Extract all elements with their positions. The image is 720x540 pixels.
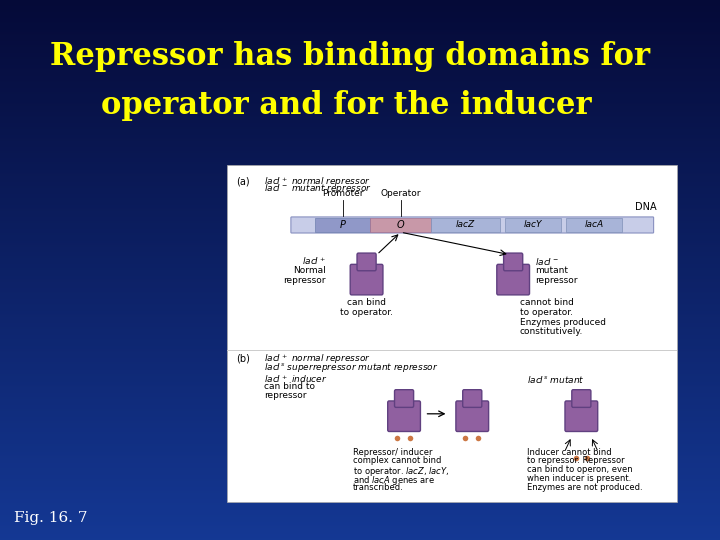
Text: $lacI^-$: $lacI^-$	[535, 255, 559, 267]
FancyBboxPatch shape	[291, 217, 654, 233]
Text: Normal: Normal	[293, 266, 325, 275]
FancyBboxPatch shape	[387, 401, 420, 431]
Text: can bind to operon, even: can bind to operon, even	[527, 465, 632, 474]
Text: constitutively.: constitutively.	[520, 327, 583, 336]
Bar	[567, 218, 622, 232]
Text: when inducer is present.: when inducer is present.	[527, 474, 631, 483]
Text: P: P	[340, 220, 346, 230]
Text: $lacI^s$ superrepressor mutant repressor: $lacI^s$ superrepressor mutant repressor	[264, 361, 438, 374]
Text: Repressor/ inducer: Repressor/ inducer	[353, 448, 433, 456]
Text: transcribed.: transcribed.	[353, 483, 404, 492]
Text: $lacI^+$ normal repressor: $lacI^+$ normal repressor	[264, 352, 372, 366]
Text: to operator. $lacZ$, $lacY$,: to operator. $lacZ$, $lacY$,	[353, 465, 449, 478]
Text: can bind to: can bind to	[264, 382, 315, 392]
Text: can bind: can bind	[347, 299, 386, 307]
Text: Inducer cannot bind: Inducer cannot bind	[527, 448, 611, 456]
FancyBboxPatch shape	[395, 390, 413, 407]
Text: lacY: lacY	[523, 220, 542, 230]
FancyBboxPatch shape	[572, 390, 591, 407]
Text: lacA: lacA	[585, 220, 604, 230]
Text: DNA: DNA	[634, 202, 656, 212]
Text: complex cannot bind: complex cannot bind	[353, 456, 441, 465]
FancyBboxPatch shape	[497, 265, 529, 295]
Text: O: O	[397, 220, 405, 230]
Text: repressor: repressor	[535, 276, 577, 285]
Text: $lacI^+$ normal repressor: $lacI^+$ normal repressor	[264, 175, 372, 189]
Text: $lacI^s$ mutant: $lacI^s$ mutant	[527, 374, 585, 384]
FancyBboxPatch shape	[357, 253, 376, 271]
Text: mutant: mutant	[535, 266, 568, 275]
FancyBboxPatch shape	[565, 401, 598, 431]
Text: Repressor has binding domains for: Repressor has binding domains for	[50, 41, 651, 72]
Bar	[505, 218, 561, 232]
Text: repressor: repressor	[264, 392, 307, 400]
Bar	[370, 218, 431, 232]
Text: Operator: Operator	[380, 190, 421, 198]
Text: $lacI^+$: $lacI^+$	[302, 255, 325, 267]
Text: to operator.: to operator.	[340, 308, 393, 317]
Text: to operator.: to operator.	[520, 308, 573, 317]
FancyBboxPatch shape	[456, 401, 489, 431]
Text: (a): (a)	[236, 177, 250, 187]
Text: operator and for the inducer: operator and for the inducer	[101, 90, 591, 121]
Text: lacZ: lacZ	[456, 220, 475, 230]
Text: $lacI^-$ mutant repressor: $lacI^-$ mutant repressor	[264, 183, 372, 195]
Text: cannot bind: cannot bind	[520, 299, 574, 307]
Text: $lacI^+$ inducer: $lacI^+$ inducer	[264, 374, 328, 386]
Bar	[227, 165, 677, 502]
FancyBboxPatch shape	[503, 253, 523, 271]
Bar	[431, 218, 500, 232]
Bar	[315, 218, 370, 232]
Text: Enzymes are not produced.: Enzymes are not produced.	[527, 483, 642, 492]
Text: Enzymes produced: Enzymes produced	[520, 318, 606, 327]
Text: and $lacA$ genes are: and $lacA$ genes are	[353, 474, 435, 487]
Text: Fig. 16. 7: Fig. 16. 7	[14, 511, 88, 525]
FancyBboxPatch shape	[350, 265, 383, 295]
Text: Promoter: Promoter	[322, 190, 364, 198]
Text: to repressor. Repressor: to repressor. Repressor	[527, 456, 624, 465]
FancyBboxPatch shape	[463, 390, 482, 407]
Text: repressor: repressor	[283, 276, 325, 285]
Text: (b): (b)	[236, 354, 251, 363]
